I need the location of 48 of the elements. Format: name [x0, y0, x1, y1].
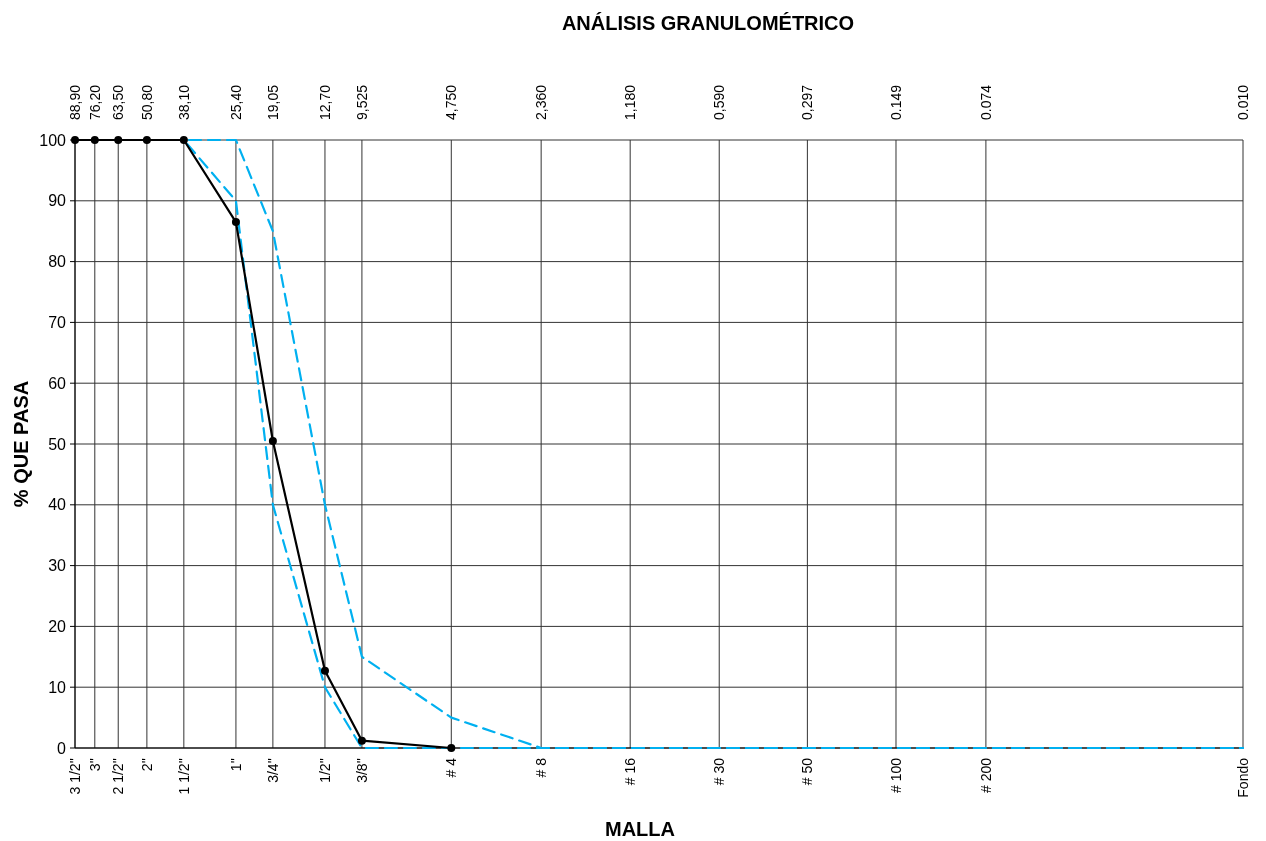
x-tick-label: 9,525	[353, 84, 370, 120]
text: 1 1/2''	[175, 758, 192, 795]
text: 3''	[86, 758, 103, 772]
text: # 50	[799, 757, 816, 786]
x-tick-label: 0.010	[1234, 84, 1251, 120]
y-tick-label: 70	[48, 314, 67, 331]
chart-title: ANÁLISIS GRANULOMÉTRICO	[561, 12, 855, 34]
x-tick-label: 88,90	[66, 84, 83, 120]
text: # 16	[622, 757, 639, 786]
y-tick-label: 90	[48, 192, 67, 210]
y-tick-label: 0	[57, 739, 67, 757]
x-tick-label: 0.149	[887, 84, 904, 120]
x-tick-label: 63,50	[110, 84, 127, 120]
text: 3 1/2''	[66, 758, 83, 795]
text: # 100	[887, 757, 904, 794]
text: 2''	[138, 758, 155, 772]
y-tick-label: 50	[48, 435, 67, 453]
y-tick-label: 80	[48, 253, 67, 271]
x-tick-label: 0,297	[799, 84, 816, 120]
text: # 200	[977, 757, 994, 794]
y-tick-label: 60	[48, 374, 67, 392]
y-tick-label: 40	[48, 496, 67, 514]
x-tick-label: 0,590	[711, 84, 728, 120]
x-tick-label: 38,10	[175, 84, 192, 120]
y-tick-label: 20	[48, 618, 67, 635]
x-tick-label: 4,750	[443, 84, 460, 120]
x-tick-label: 19,05	[264, 84, 281, 120]
text: 3/4''	[264, 758, 281, 783]
x-tick-label: 25,40	[227, 84, 244, 120]
text: 1/2''	[316, 758, 333, 783]
x-tick-label: 50,80	[138, 84, 155, 120]
text: 2 1/2''	[110, 758, 127, 795]
text: 3/8''	[353, 758, 370, 783]
x-tick-label: 76,20	[86, 84, 103, 120]
x-tick-label: 12,70	[316, 84, 333, 120]
x-axis-title: MALLA	[605, 818, 675, 840]
y-tick-label: 100	[39, 131, 67, 149]
text: # 30	[711, 757, 728, 786]
y-tick-label: 30	[48, 557, 67, 575]
y-tick-label: 10	[48, 678, 67, 696]
text: # 4	[443, 757, 460, 778]
text: # 8	[533, 757, 550, 778]
text: Fondo	[1234, 757, 1251, 798]
x-tick-label: 1,180	[622, 84, 639, 120]
text: 1''	[227, 758, 244, 772]
x-tick-label: 0.074	[977, 84, 994, 120]
x-tick-label: 2,360	[533, 84, 550, 120]
y-axis-title: % QUE PASA	[10, 380, 32, 508]
